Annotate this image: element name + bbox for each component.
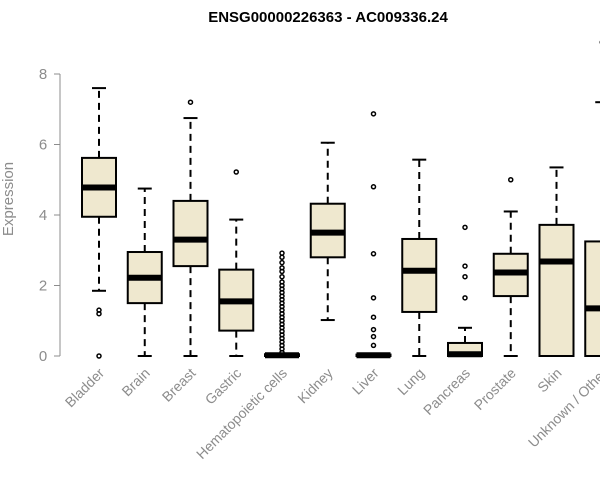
iqr-box	[401, 237, 438, 313]
iqr-box	[172, 199, 209, 268]
x-category-label: Gastric	[202, 365, 245, 408]
box-bladder	[81, 87, 117, 359]
y-tick-label: 4	[39, 207, 47, 224]
box-lung	[401, 158, 438, 357]
outlier-point	[96, 353, 102, 359]
x-category-label: Hematopoietic cells	[193, 365, 290, 462]
box-breast	[172, 99, 209, 357]
outlier-point	[96, 310, 102, 317]
box-brain	[126, 187, 163, 357]
y-tick-label: 0	[39, 348, 47, 365]
outlier-point	[370, 326, 377, 333]
outlier-point	[279, 259, 285, 266]
x-category-label: Pancreas	[420, 365, 473, 418]
outlier-point	[279, 254, 285, 261]
outlier-point	[279, 279, 285, 285]
outlier-point	[279, 265, 285, 271]
x-category-label: Brain	[118, 365, 152, 399]
outlier-point	[370, 111, 377, 117]
box-liver	[355, 111, 392, 359]
box-pancreas	[447, 224, 483, 358]
y-tick-label: 2	[39, 278, 47, 295]
outlier-point	[462, 295, 468, 301]
boxes-layer	[81, 40, 600, 359]
outlier-point	[370, 251, 377, 257]
outlier-point	[462, 224, 468, 231]
x-category-label: Breast	[159, 365, 199, 405]
outlier-point	[370, 184, 377, 190]
y-axis: 0 2 4 6 8	[39, 66, 61, 365]
iqr-box	[584, 240, 600, 357]
outlier-point	[462, 273, 468, 280]
outlier-point	[370, 314, 377, 320]
x-category-label: Bladder	[62, 365, 108, 411]
y-tick-label: 8	[39, 66, 47, 83]
outlier-point	[462, 263, 468, 269]
iqr-box	[538, 223, 575, 357]
outlier-point	[508, 177, 514, 183]
outlier-point	[370, 342, 377, 349]
outlier-point	[279, 273, 285, 280]
box-gastric	[218, 169, 255, 357]
x-category-label: Prostate	[471, 365, 519, 413]
box-unknown-other	[584, 40, 600, 357]
x-category-label: Lung	[394, 365, 427, 398]
outlier-point	[187, 99, 194, 105]
y-axis-label: Expression	[0, 162, 17, 236]
outlier-point	[370, 295, 377, 301]
y-tick-label: 6	[39, 137, 47, 154]
x-category-label: Liver	[349, 365, 382, 398]
box-prostate	[492, 177, 529, 357]
outlier-point	[233, 169, 239, 175]
outlier-point	[279, 250, 285, 256]
outlier-point	[370, 333, 377, 340]
x-category-label: Skin	[534, 365, 565, 396]
box-hematopoietic-cells	[264, 250, 300, 359]
box-skin	[538, 166, 575, 357]
chart-title: ENSG00000226363 - AC009336.24	[208, 9, 448, 26]
x-category-label: Kidney	[294, 365, 336, 407]
box-kidney	[309, 141, 346, 322]
